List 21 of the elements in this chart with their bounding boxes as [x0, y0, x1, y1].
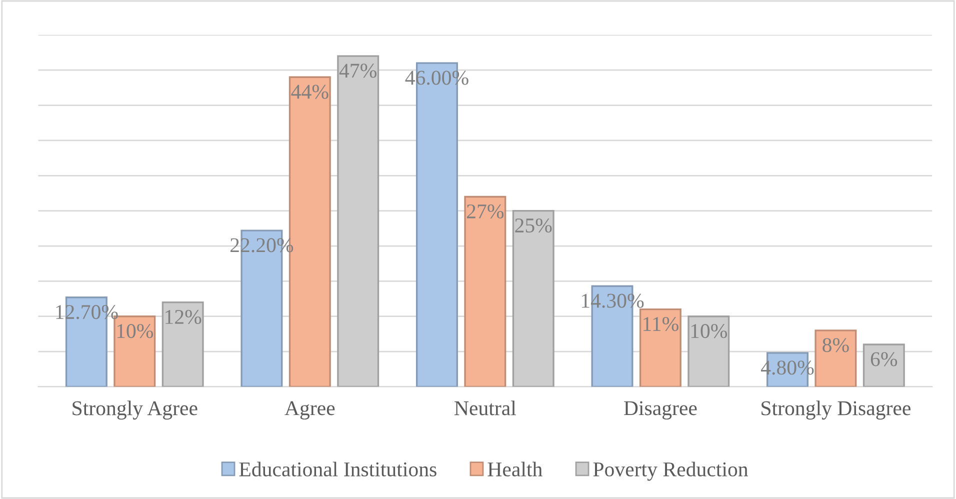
data-label: 8%: [822, 338, 849, 352]
data-label: 10%: [691, 324, 728, 338]
x-tick-label: Disagree: [624, 401, 697, 420]
data-label: 12%: [166, 310, 202, 324]
data-label: 47%: [339, 64, 376, 78]
bar: [639, 308, 682, 387]
data-label: 11%: [644, 316, 678, 332]
legend-label: Health: [488, 462, 542, 476]
bar: [814, 330, 857, 387]
data-label: 10%: [117, 324, 154, 338]
data-label: 44%: [291, 84, 328, 99]
data-label: 25%: [515, 218, 552, 233]
legend-label: Educational Institutions: [239, 462, 436, 476]
bar: [464, 196, 506, 387]
legend-label: Poverty Reduction: [593, 462, 748, 481]
data-label: 6%: [870, 352, 898, 366]
x-tick-label: Strongly Disagree: [762, 400, 910, 420]
x-tick-label: Neutral: [454, 400, 516, 416]
x-tick-label: Agree: [284, 401, 335, 420]
x-tick-label: Strongly Agree: [72, 400, 198, 420]
data-label: 27%: [466, 204, 504, 219]
